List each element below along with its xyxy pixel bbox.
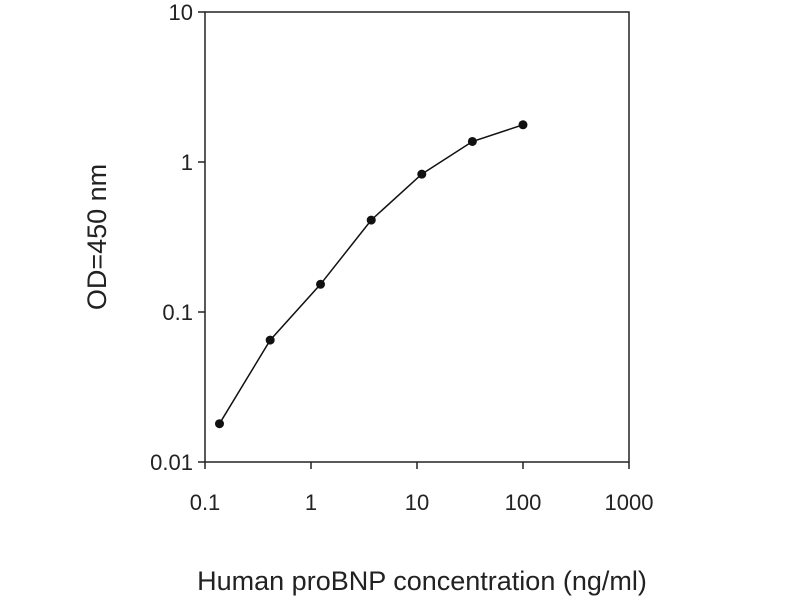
x-tick-label: 100 <box>505 490 542 515</box>
y-axis-title: OD=450 nm <box>82 164 112 310</box>
y-tick-label: 1 <box>181 150 193 175</box>
y-axis: 0.01 0.1 1 10 <box>150 0 205 475</box>
y-tick-label: 0.1 <box>162 300 193 325</box>
data-point <box>518 120 528 130</box>
y-tick-label: 0.01 <box>150 450 193 475</box>
data-point <box>265 335 275 345</box>
x-tick-label: 10 <box>405 490 429 515</box>
x-tick-label: 0.1 <box>190 490 221 515</box>
data-point <box>214 419 224 429</box>
x-axis-title: Human proBNP concentration (ng/ml) <box>197 566 647 596</box>
data-point <box>316 279 326 289</box>
x-tick-label: 1000 <box>605 490 654 515</box>
series-line <box>218 124 524 425</box>
x-axis: 0.1 1 10 100 1000 <box>190 462 654 515</box>
plot-frame <box>204 11 630 463</box>
data-point <box>467 136 477 146</box>
series-layer <box>214 120 528 429</box>
x-tick-label: 1 <box>305 490 317 515</box>
data-point <box>366 215 376 225</box>
y-tick-label: 10 <box>169 0 193 25</box>
data-point <box>417 169 427 179</box>
